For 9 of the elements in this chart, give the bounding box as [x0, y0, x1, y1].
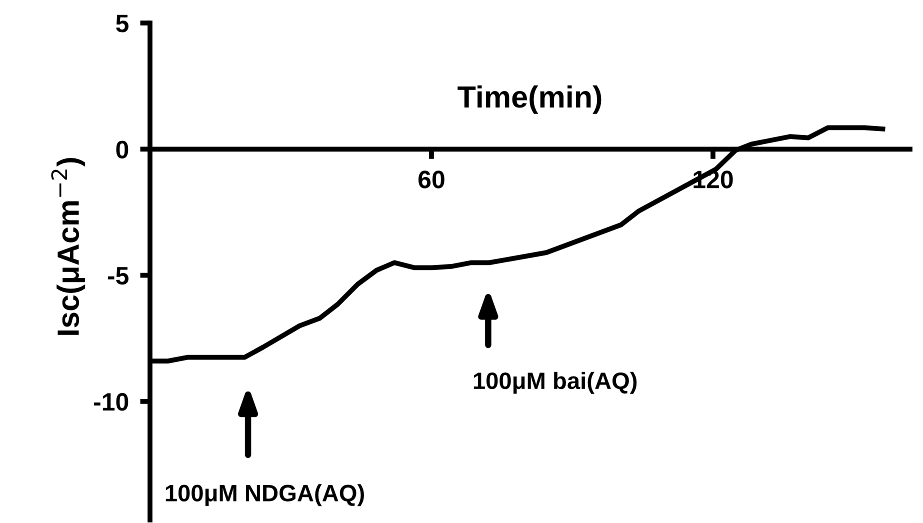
y-tick-label: -10 — [94, 393, 128, 411]
y-axis-title: Isc(μAcm$^{−2}$) — [51, 158, 86, 335]
x-axis-title: Time(min) — [458, 85, 602, 114]
y-tick-label: -5 — [108, 267, 128, 285]
x-tick-label: 60 — [418, 170, 444, 188]
y-tick-label: 5 — [116, 14, 128, 32]
annotation: 100μM NDGA(AQ) — [166, 484, 364, 506]
y-tick-label: 0 — [116, 140, 128, 158]
annotation: 100μM bai(AQ) — [474, 372, 637, 394]
